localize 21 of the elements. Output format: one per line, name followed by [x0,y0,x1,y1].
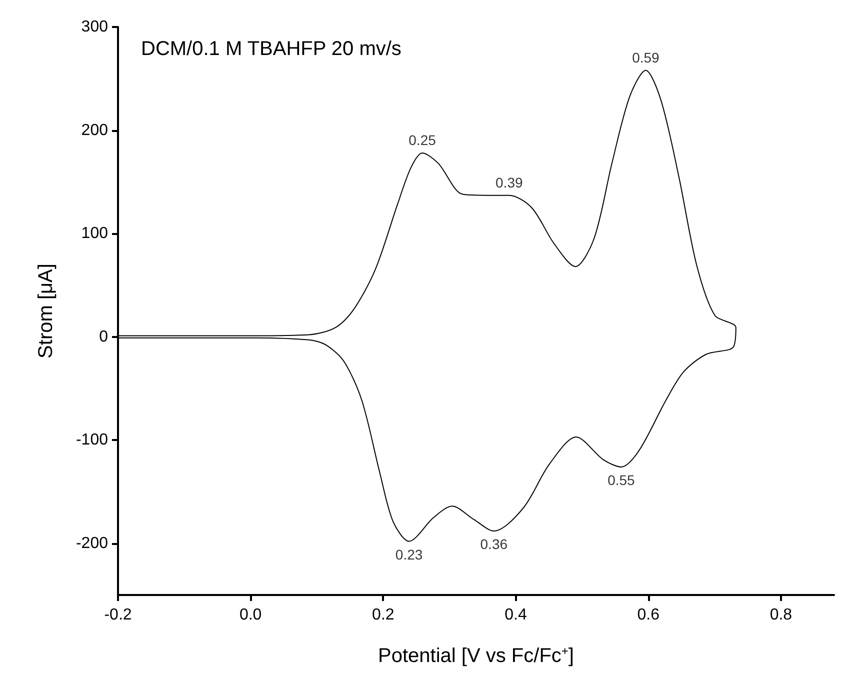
x-axis-title: Potential [V vs Fc/Fc+] [378,644,574,667]
x-tick-label: 0.6 [637,606,660,624]
y-tick-label: 200 [81,122,108,139]
x-tick-label: 0.0 [239,606,262,624]
y-tick-label: 0 [99,328,108,346]
annotation: 0.39 [496,174,523,190]
y-tick-label: -200 [76,534,108,552]
x-tick-label: 0.8 [770,606,792,624]
x-tick-label: 0.2 [372,606,394,624]
y-axis-title: Strom [μA] [35,264,57,358]
annotation: 0.36 [480,536,508,552]
annotation: 0.25 [408,132,436,148]
y-tick-label: 100 [81,225,108,242]
annotation: 0.55 [608,472,636,488]
annotation: 0.23 [395,546,423,562]
y-tick-label: -100 [76,432,108,449]
annotation: 0.59 [632,49,660,66]
y-tick-label: 300 [81,18,108,36]
text: DCM/0.1 M TBAHFP 20 mv/s [141,38,402,60]
x-tick-label: -0.2 [104,606,132,624]
x-tick-label: 0.4 [504,606,527,624]
